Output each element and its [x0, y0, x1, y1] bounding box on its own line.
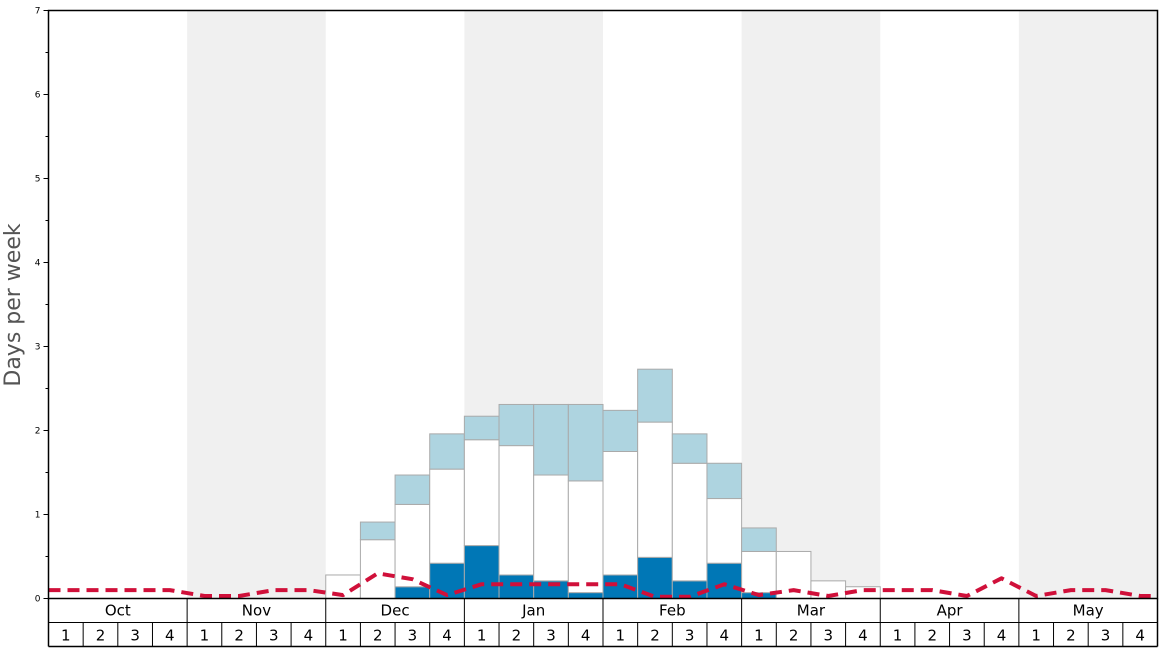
week-label: 1 — [61, 627, 71, 645]
month-band — [741, 10, 881, 599]
week-label: 4 — [442, 627, 452, 645]
week-label: 1 — [200, 627, 210, 645]
month-label: Feb — [659, 602, 686, 620]
week-label: 3 — [269, 627, 279, 645]
bar-bottom-segment — [498, 574, 535, 599]
week-label: 4 — [581, 627, 591, 645]
week-label: 4 — [997, 627, 1007, 645]
week-label: 2 — [1066, 627, 1076, 645]
x-axis: Oct 1 2 3 4 Nov 1 2 3 4 Dec 1 2 3 4 Jan 1 2 3 4 Feb 1 2 3 4 Mar 1 2… — [47, 598, 1159, 648]
week-label: 3 — [685, 627, 695, 645]
bar-middle-segment — [706, 498, 743, 564]
y-tick-label: 7 — [35, 7, 41, 17]
week-label: 3 — [130, 627, 140, 645]
bar-top-segment — [671, 433, 708, 464]
week-label: 1 — [616, 627, 626, 645]
bar-series — [325, 368, 881, 600]
bar-bottom-segment — [567, 592, 604, 599]
bar-middle-segment — [498, 445, 535, 576]
bar-top-segment — [463, 415, 500, 441]
week-label: 2 — [512, 627, 522, 645]
week-label: 4 — [1135, 627, 1145, 645]
week-label: 2 — [789, 627, 799, 645]
bar-top-segment — [359, 521, 396, 541]
week-label: 4 — [720, 627, 730, 645]
bar-top-segment — [602, 409, 639, 452]
bar-middle-segment — [394, 503, 431, 588]
week-label: 1 — [754, 627, 764, 645]
bar-bottom-segment — [463, 545, 500, 600]
week-label: 2 — [927, 627, 937, 645]
month-label: Jan — [521, 602, 545, 620]
y-tick-label: 6 — [35, 91, 41, 101]
y-axis-label: Days per week — [1, 223, 26, 386]
month-label: Mar — [797, 602, 826, 620]
week-label: 3 — [962, 627, 972, 645]
week-label: 1 — [477, 627, 487, 645]
week-label: 2 — [650, 627, 660, 645]
bar-top-segment — [706, 462, 743, 500]
month-shade-bands — [187, 10, 1158, 599]
bar-middle-segment — [567, 480, 604, 594]
y-tick-label: 2 — [35, 427, 41, 437]
bar-middle-segment — [637, 421, 673, 558]
bar-top-segment — [567, 403, 604, 482]
month-label: Nov — [242, 602, 271, 620]
month-label: Apr — [937, 602, 964, 620]
y-tick-label: 3 — [35, 343, 41, 353]
bar-bottom-segment — [706, 562, 743, 599]
bar-middle-segment — [741, 550, 777, 594]
month-label: Oct — [105, 602, 131, 620]
bar-top-segment — [498, 403, 535, 447]
week-label: 1 — [338, 627, 348, 645]
y-tick-label: 0 — [35, 595, 41, 605]
month-label: May — [1073, 602, 1104, 620]
bar-middle-segment — [671, 462, 708, 582]
week-label: 1 — [1031, 627, 1041, 645]
week-label: 4 — [165, 627, 175, 645]
y-axis: 0 1 2 3 4 5 6 7 — [35, 7, 49, 605]
week-label: 4 — [858, 627, 868, 645]
bar-top-segment — [429, 433, 465, 470]
month-band — [1018, 10, 1158, 599]
bar-bottom-segment — [394, 586, 431, 599]
bar-top-segment — [533, 403, 569, 476]
bar-top-segment — [394, 474, 431, 505]
bar-middle-segment — [359, 539, 396, 600]
bar-top-segment — [741, 527, 777, 552]
bar-middle-segment — [429, 468, 465, 564]
week-label: 3 — [1101, 627, 1111, 645]
week-label: 3 — [546, 627, 556, 645]
month-band — [187, 10, 326, 599]
bar-top-segment — [637, 368, 673, 423]
week-label: 2 — [96, 627, 106, 645]
y-tick-label: 1 — [35, 511, 41, 521]
line-series — [48, 571, 1158, 599]
month-label: Dec — [381, 602, 410, 620]
week-label: 4 — [304, 627, 314, 645]
week-label: 3 — [823, 627, 833, 645]
week-label: 2 — [234, 627, 244, 645]
week-label: 3 — [408, 627, 418, 645]
bar-middle-segment — [533, 474, 569, 582]
y-tick-label: 4 — [35, 259, 41, 269]
week-label: 1 — [893, 627, 903, 645]
bar-middle-segment — [602, 451, 639, 576]
bar-middle-segment — [463, 439, 500, 547]
week-label: 2 — [373, 627, 383, 645]
y-tick-label: 5 — [35, 175, 41, 185]
line-series-path — [48, 571, 1158, 599]
